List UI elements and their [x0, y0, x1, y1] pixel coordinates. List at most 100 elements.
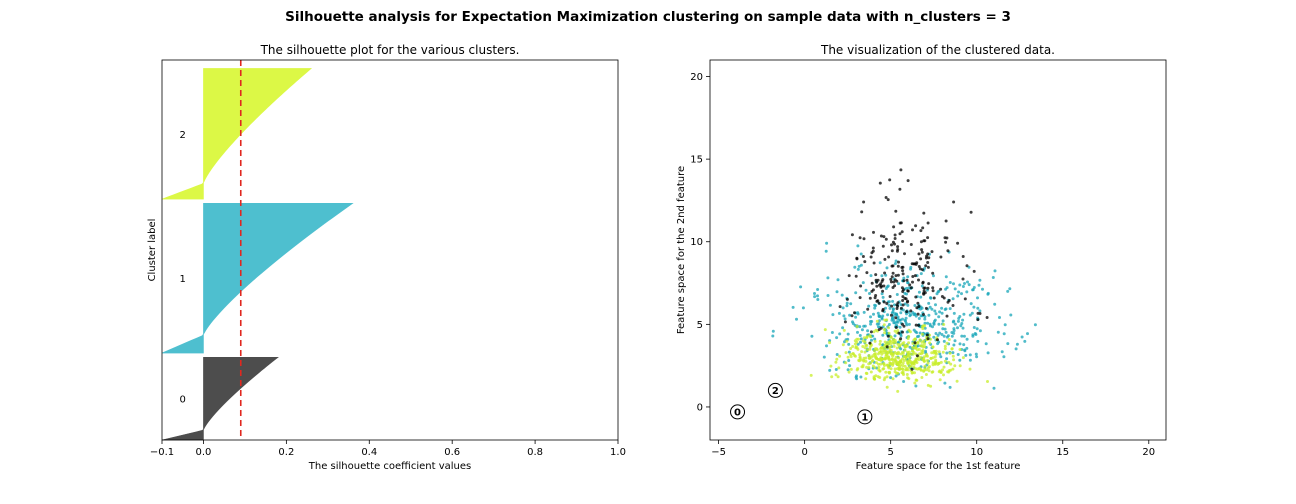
point-cluster-0	[870, 289, 874, 293]
point-cluster-2	[937, 370, 941, 374]
point-cluster-2	[879, 356, 883, 360]
silhouette-axes-frame	[161, 59, 619, 441]
point-cluster-2	[901, 367, 905, 371]
point-cluster-2	[889, 349, 893, 352]
silhouette-cluster-2	[161, 68, 313, 200]
point-cluster-2	[879, 347, 883, 351]
point-cluster-1	[859, 252, 863, 256]
point-cluster-2	[915, 378, 919, 382]
point-cluster-2	[829, 364, 833, 368]
point-cluster-0	[891, 264, 895, 268]
point-cluster-0	[899, 168, 903, 172]
point-cluster-1	[942, 339, 946, 343]
point-cluster-2	[838, 354, 842, 358]
point-cluster-1	[972, 286, 976, 289]
point-cluster-2	[879, 362, 883, 366]
point-cluster-2	[863, 346, 867, 350]
point-cluster-0	[965, 264, 969, 268]
point-cluster-1	[771, 329, 775, 333]
point-cluster-1	[917, 317, 921, 320]
point-cluster-1	[919, 314, 923, 318]
point-cluster-2	[869, 370, 873, 374]
point-cluster-2	[939, 360, 943, 364]
point-cluster-1	[993, 302, 997, 306]
point-cluster-2	[845, 339, 849, 343]
point-cluster-0	[923, 239, 927, 243]
point-cluster-1	[801, 306, 805, 310]
point-cluster-1	[906, 303, 910, 307]
point-cluster-0	[850, 314, 854, 318]
point-cluster-1	[826, 276, 830, 280]
point-cluster-2	[897, 368, 901, 371]
point-cluster-0	[939, 287, 943, 291]
point-cluster-2	[885, 350, 889, 354]
point-cluster-1	[864, 288, 868, 292]
point-cluster-1	[892, 303, 896, 307]
scatter-points	[771, 168, 1037, 393]
point-cluster-0	[923, 286, 927, 290]
point-cluster-1	[843, 317, 847, 321]
x-tick-label: 15	[1056, 447, 1069, 458]
point-cluster-2	[922, 357, 926, 360]
point-cluster-2	[907, 341, 911, 345]
point-cluster-1	[869, 274, 873, 278]
cluster-center-2	[767, 382, 783, 398]
point-cluster-0	[922, 289, 926, 293]
point-cluster-0	[914, 224, 918, 228]
x-tick-label: −5	[711, 447, 726, 458]
point-cluster-0	[858, 296, 862, 300]
point-cluster-1	[816, 294, 819, 298]
point-cluster-2	[958, 364, 962, 368]
point-cluster-0	[905, 300, 909, 304]
point-cluster-1	[952, 311, 956, 315]
point-cluster-1	[971, 334, 975, 338]
point-cluster-1	[962, 343, 966, 347]
point-cluster-0	[885, 345, 889, 349]
y-tick-label: 5	[697, 320, 703, 331]
point-cluster-0	[909, 286, 913, 290]
point-cluster-2	[891, 340, 895, 344]
point-cluster-2	[889, 342, 893, 346]
point-cluster-2	[891, 352, 895, 356]
point-cluster-0	[976, 318, 980, 322]
point-cluster-1	[996, 330, 1000, 334]
point-cluster-0	[924, 264, 928, 268]
point-cluster-1	[1023, 339, 1027, 343]
point-cluster-2	[844, 361, 848, 365]
point-cluster-2	[896, 389, 900, 393]
point-cluster-1	[907, 286, 911, 290]
point-cluster-0	[858, 236, 862, 240]
point-cluster-2	[910, 371, 914, 375]
point-cluster-0	[917, 252, 921, 256]
point-cluster-0	[922, 291, 926, 295]
point-cluster-1	[938, 331, 942, 335]
point-cluster-2	[885, 353, 889, 357]
point-cluster-1	[841, 306, 845, 310]
point-cluster-0	[899, 306, 903, 310]
point-cluster-0	[896, 245, 900, 249]
point-cluster-1	[813, 292, 816, 295]
point-cluster-1	[842, 314, 846, 318]
point-cluster-2	[905, 373, 909, 376]
point-cluster-2	[862, 336, 866, 340]
point-cluster-0	[924, 306, 928, 310]
point-cluster-0	[896, 264, 900, 268]
point-cluster-1	[963, 348, 967, 352]
point-cluster-1	[853, 265, 857, 269]
point-cluster-2	[855, 325, 859, 328]
point-cluster-2	[901, 364, 905, 368]
point-cluster-1	[890, 311, 894, 315]
point-cluster-1	[923, 321, 927, 325]
point-cluster-0	[919, 240, 923, 244]
point-cluster-1	[847, 359, 851, 362]
point-cluster-2	[865, 336, 869, 340]
point-cluster-0	[884, 237, 888, 241]
point-cluster-1	[952, 343, 956, 347]
point-cluster-1	[953, 322, 957, 326]
point-cluster-2	[928, 333, 932, 337]
point-cluster-2	[873, 366, 877, 370]
point-cluster-1	[893, 321, 897, 325]
point-cluster-0	[961, 277, 965, 281]
point-cluster-2	[868, 347, 872, 351]
